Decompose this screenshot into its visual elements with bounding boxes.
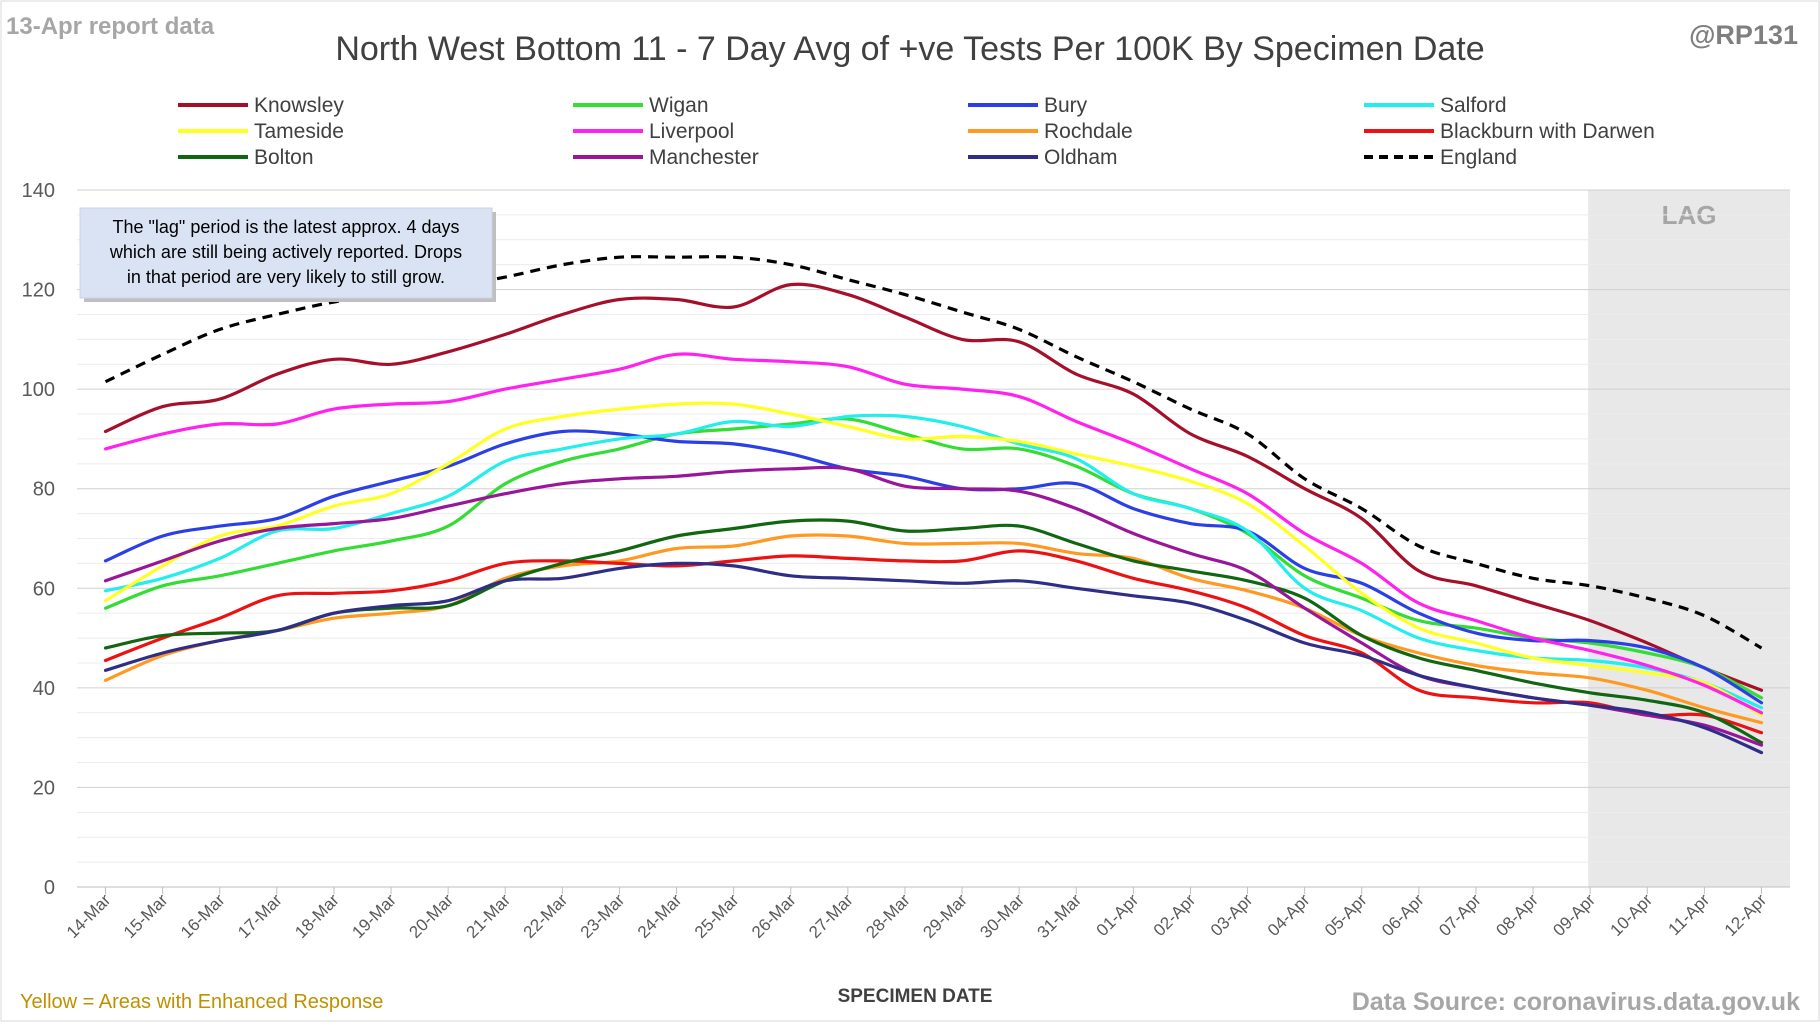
legend-label-bury: Bury <box>1044 94 1088 117</box>
y-tick-label: 120 <box>22 280 55 302</box>
series-line-wigan <box>103 417 1764 700</box>
legend-label-liverpool: Liverpool <box>649 120 734 143</box>
series-line-tameside <box>103 401 1764 717</box>
series-line-blackburn-with-darwen <box>103 549 1764 735</box>
annotation-background <box>79 207 493 299</box>
footer-left: Yellow = Areas with Enhanced Response <box>20 991 383 1013</box>
legend-label-salford: Salford <box>1440 94 1507 117</box>
lag-annotation: The "lag" period is the latest approx. 4… <box>79 207 496 302</box>
chart-title: North West Bottom 11 - 7 Day Avg of +ve … <box>335 30 1484 68</box>
series-lines <box>103 255 1764 755</box>
series-line-knowsley <box>103 282 1764 692</box>
report-label: 13-Apr report data <box>6 13 215 40</box>
annotation-line-1: The "lag" period is the latest approx. 4… <box>113 217 460 237</box>
handle-label: @RP131 <box>1689 20 1798 50</box>
series-line-bolton <box>103 518 1764 745</box>
legend: Knowsley Wigan Bury Salford Tameside Liverpoo… <box>178 94 1655 169</box>
series-line-bury <box>103 429 1764 705</box>
y-tick-label: 100 <box>22 379 55 401</box>
y-axis: 0 20 40 60 80 100 120 140 <box>22 180 55 899</box>
legend-label-rochdale: Rochdale <box>1044 120 1133 143</box>
legend-label-wigan: Wigan <box>649 94 709 117</box>
series-line-oldham <box>103 561 1764 755</box>
footer-right: Data Source: coronavirus.data.gov.uk <box>1352 988 1800 1016</box>
legend-label-manchester: Manchester <box>649 146 759 169</box>
series-line-liverpool <box>103 352 1764 715</box>
y-tick-label: 0 <box>44 877 55 899</box>
annotation-line-3: in that period are very likely to still … <box>127 267 445 287</box>
x-axis-title: SPECIMEN DATE <box>838 986 993 1007</box>
y-tick-label: 140 <box>22 180 55 202</box>
legend-label-bolton: Bolton <box>254 146 314 169</box>
y-tick-label: 80 <box>33 479 55 501</box>
y-tick-label: 40 <box>33 678 55 700</box>
series-line-england <box>104 255 1763 650</box>
legend-label-england: England <box>1440 146 1517 169</box>
series-line-salford <box>103 413 1764 710</box>
legend-label-knowsley: Knowsley <box>254 94 344 117</box>
y-tick-label: 60 <box>33 578 55 600</box>
y-tick-label: 20 <box>33 777 55 799</box>
annotation-line-2: which are still being actively reported.… <box>109 242 462 262</box>
legend-label-tameside: Tameside <box>254 120 344 143</box>
legend-label-blackburn-with-darwen: Blackburn with Darwen <box>1440 120 1655 143</box>
legend-label-oldham: Oldham <box>1044 146 1118 169</box>
series-line-rochdale <box>103 533 1764 725</box>
